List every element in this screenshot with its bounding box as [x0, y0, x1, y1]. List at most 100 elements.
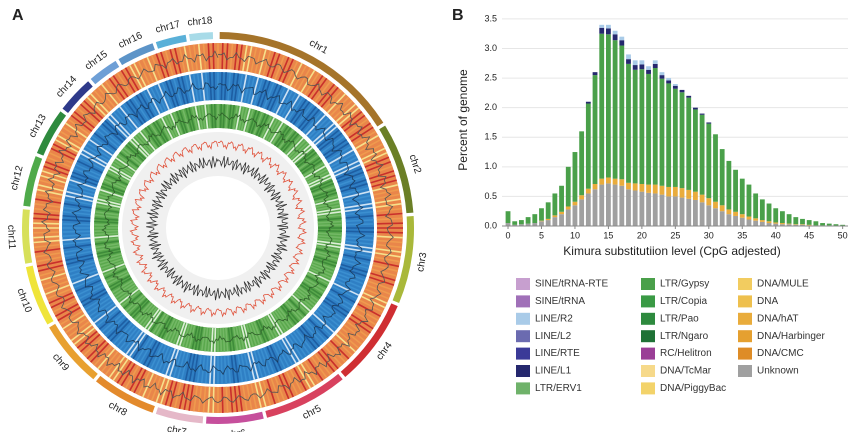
bar-segment	[619, 185, 625, 226]
chromosome-arc	[155, 407, 204, 424]
heat-stripe	[33, 207, 60, 213]
green-stripe	[284, 135, 302, 155]
green-stripe	[278, 306, 295, 327]
legend-label: LINE/L1	[535, 366, 572, 377]
heat-stripe	[262, 50, 272, 76]
green-stripe	[113, 159, 135, 175]
heat-stripe	[62, 313, 86, 330]
bar-segment	[565, 206, 571, 210]
legend-swatch	[641, 295, 655, 308]
heat-stripe	[93, 345, 113, 367]
blue-stripe	[256, 349, 267, 377]
heat-stripe	[320, 348, 339, 370]
blue-stripe	[310, 315, 332, 336]
blue-stripe	[113, 111, 133, 134]
legend-swatch	[738, 312, 752, 325]
green-stripe	[282, 133, 300, 153]
bar-segment	[719, 205, 725, 212]
heat-stripe	[376, 217, 403, 221]
y-tick-label: 3.5	[484, 13, 497, 23]
green-stripe	[191, 106, 198, 131]
green-stripe	[129, 298, 148, 317]
heat-stripe	[250, 383, 258, 410]
bar-segment	[512, 221, 518, 225]
bar-segment	[659, 75, 665, 79]
legend-swatch	[516, 295, 530, 308]
blue-stripe	[172, 78, 183, 106]
heat-stripe	[278, 56, 290, 82]
heat-stripe	[307, 75, 324, 98]
green-stripe	[299, 157, 321, 173]
legend-label: SINE/tRNA	[535, 296, 585, 307]
chromosome-arc	[36, 111, 67, 156]
heat-stripe	[35, 193, 62, 200]
green-stripe	[227, 104, 232, 129]
bar-segment	[545, 220, 551, 226]
green-stripe	[243, 324, 251, 348]
heat-stripe	[160, 378, 170, 405]
blue-stripe	[70, 175, 98, 187]
heat-stripe	[146, 56, 158, 82]
bar-segment	[646, 66, 651, 70]
blue-stripe	[93, 305, 117, 324]
heat-stripe	[229, 43, 234, 70]
bar-segment	[679, 89, 685, 93]
inner-hole	[166, 176, 270, 280]
blue-stripe	[278, 90, 294, 116]
blue-stripe	[75, 279, 102, 293]
blue-stripe	[250, 77, 260, 105]
green-stripe	[127, 296, 147, 314]
bar-segment	[552, 217, 558, 226]
blue-stripe	[104, 120, 126, 141]
green-stripe	[136, 133, 154, 153]
bar-segment	[786, 224, 792, 226]
blue-stripe	[169, 349, 180, 377]
heat-stripe	[348, 317, 371, 334]
bar-segment	[706, 123, 712, 199]
bar-segment	[639, 69, 645, 184]
heat-stripe	[116, 360, 133, 384]
heat-stripe	[258, 49, 267, 75]
green-stripe	[166, 319, 179, 342]
legend-swatch	[516, 365, 530, 377]
blue-stripe	[344, 206, 373, 213]
green-stripe	[317, 214, 342, 219]
blue-stripe	[192, 354, 199, 383]
heat-stripe	[372, 264, 399, 272]
bar-segment	[826, 223, 832, 226]
x-tick-label: 40	[771, 230, 781, 240]
heat-stripe	[372, 184, 399, 192]
heat-stripe	[120, 363, 136, 387]
green-stripe	[293, 292, 313, 310]
bar-segment	[539, 220, 544, 222]
green-stripe	[309, 267, 332, 280]
blue-stripe	[342, 257, 370, 266]
heat-stripe	[48, 291, 74, 304]
blue-stripe	[233, 354, 240, 383]
heat-stripe	[57, 134, 81, 150]
bar-segment	[612, 34, 618, 41]
legend-label: LINE/RTE	[535, 348, 580, 359]
green-stripe	[315, 248, 340, 255]
green-stripe	[305, 275, 328, 288]
blue-stripe	[73, 276, 101, 289]
green-stripe	[235, 105, 242, 130]
bar-segment	[639, 64, 645, 70]
blue-stripe	[161, 347, 173, 374]
blue-stripe	[281, 92, 297, 118]
blue-stripe	[91, 302, 115, 321]
heat-stripe	[329, 96, 350, 117]
bar-segment	[659, 78, 665, 186]
heat-stripe	[233, 43, 239, 70]
green-stripe	[127, 142, 147, 160]
legend-label: DNA	[757, 296, 778, 307]
bar-segment	[639, 60, 645, 65]
green-stripe	[232, 326, 239, 351]
green-stripe	[293, 146, 313, 164]
x-tick-label: 35	[737, 230, 747, 240]
blue-stripe	[80, 152, 106, 168]
bar-segment	[565, 209, 571, 226]
heat-stripe	[83, 336, 104, 356]
blue-stripe	[319, 132, 343, 151]
green-stripe	[317, 223, 342, 227]
